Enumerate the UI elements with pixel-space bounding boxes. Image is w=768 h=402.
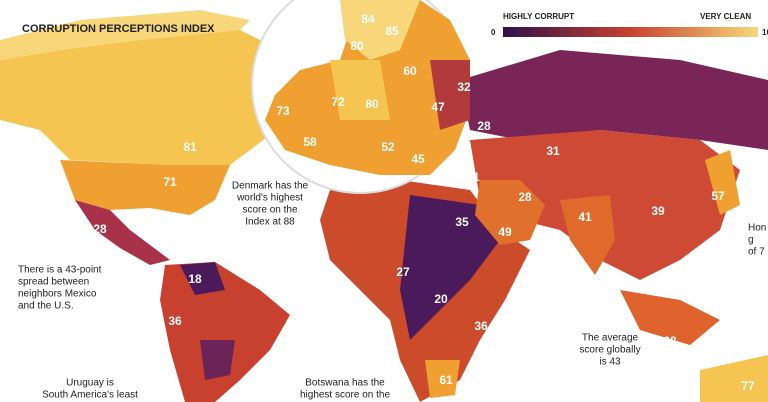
country-score: 28 xyxy=(93,222,107,236)
country-score: 36 xyxy=(474,319,488,333)
country-score: 28 xyxy=(477,119,491,133)
country-score: 28 xyxy=(518,190,532,204)
annotation-line: score on the xyxy=(242,205,297,216)
annotation-line: neighbors Mexico xyxy=(18,289,97,300)
india xyxy=(560,195,615,275)
annotation-line: spread between xyxy=(18,277,89,288)
country-score: 80 xyxy=(365,97,379,111)
country-score: 32 xyxy=(457,80,471,94)
country-score: 81 xyxy=(183,140,197,154)
annotation-line: Hon xyxy=(748,223,766,234)
mexico xyxy=(75,200,170,265)
country-score: 35 xyxy=(251,365,265,379)
country-score: 18 xyxy=(188,272,202,286)
legend-bar xyxy=(503,27,758,37)
country-score: 41 xyxy=(578,210,592,224)
east-europe xyxy=(430,60,470,130)
annotation-line: South America's least xyxy=(42,390,138,401)
country-score: 80 xyxy=(350,39,364,53)
annotation-line: There is a 43-point xyxy=(18,265,102,276)
country-score: 77 xyxy=(741,379,755,393)
country-score: 36 xyxy=(168,314,182,328)
annotation-line: The average xyxy=(582,333,639,344)
venezuela xyxy=(180,262,225,295)
annotation-line: Denmark has the xyxy=(232,181,309,192)
country-score: 52 xyxy=(381,140,395,154)
country-score: 45 xyxy=(411,152,425,166)
japan xyxy=(705,150,740,215)
country-score: 39 xyxy=(651,204,665,218)
country-score: 47 xyxy=(431,100,445,114)
country-score: 71 xyxy=(163,175,177,189)
country-score: 85 xyxy=(385,24,399,38)
legend-max: 100 xyxy=(762,28,768,37)
russia xyxy=(460,50,768,150)
usa xyxy=(60,160,230,215)
title: CORRUPTION PERCEPTIONS INDEX xyxy=(22,23,215,35)
annotation-line: Botswana has the xyxy=(305,378,385,389)
annotation-line: and the U.S. xyxy=(18,301,74,312)
annotation-line: Index at 88 xyxy=(245,217,295,228)
country-score: 27 xyxy=(396,265,410,279)
country-score: 27 xyxy=(496,310,510,324)
country-score: 20 xyxy=(434,292,448,306)
annotation-line: g xyxy=(748,235,754,246)
country-score: 49 xyxy=(498,225,512,239)
country-score: 60 xyxy=(403,64,417,78)
country-score: 73 xyxy=(276,104,290,118)
annotation-line: world's highest xyxy=(236,193,303,204)
country-score: 35 xyxy=(455,215,469,229)
indonesia xyxy=(620,290,720,345)
legend-high: VERY CLEAN xyxy=(700,12,751,21)
country-score: 72 xyxy=(331,95,345,109)
annotation-line: of 7 xyxy=(748,247,765,258)
annotation-line: highest score on the xyxy=(300,390,390,401)
annotation-line: score globally xyxy=(579,345,640,356)
central-africa xyxy=(400,195,500,340)
legend-min: 0 xyxy=(491,28,496,37)
scandinavia xyxy=(340,0,420,60)
arctic xyxy=(0,10,250,60)
value-labels: 81 71 28 18 36 35 84 85 80 60 73 72 80 47 32 58 52 45 28 31… xyxy=(93,12,755,393)
country-score: 84 xyxy=(361,12,375,26)
botswana xyxy=(425,360,460,398)
country-score: 57 xyxy=(711,189,725,203)
country-score: 36 xyxy=(738,269,752,283)
annotation-line: Uruguay is xyxy=(66,378,114,389)
country-score: 61 xyxy=(439,373,453,387)
country-score: 31 xyxy=(546,144,560,158)
australia xyxy=(700,355,768,402)
country-score: 41 xyxy=(466,170,480,184)
west-europe xyxy=(330,60,390,120)
canada xyxy=(0,30,300,165)
country-score: 38 xyxy=(663,334,677,348)
middle-east xyxy=(475,180,545,245)
annotation-line: is 43 xyxy=(599,357,621,368)
bolivia xyxy=(200,340,235,380)
country-score: 58 xyxy=(303,135,317,149)
south-america xyxy=(160,262,290,402)
country-score: 33 xyxy=(684,254,698,268)
land xyxy=(0,10,768,402)
legend-low: HIGHLY CORRUPT xyxy=(503,12,574,21)
